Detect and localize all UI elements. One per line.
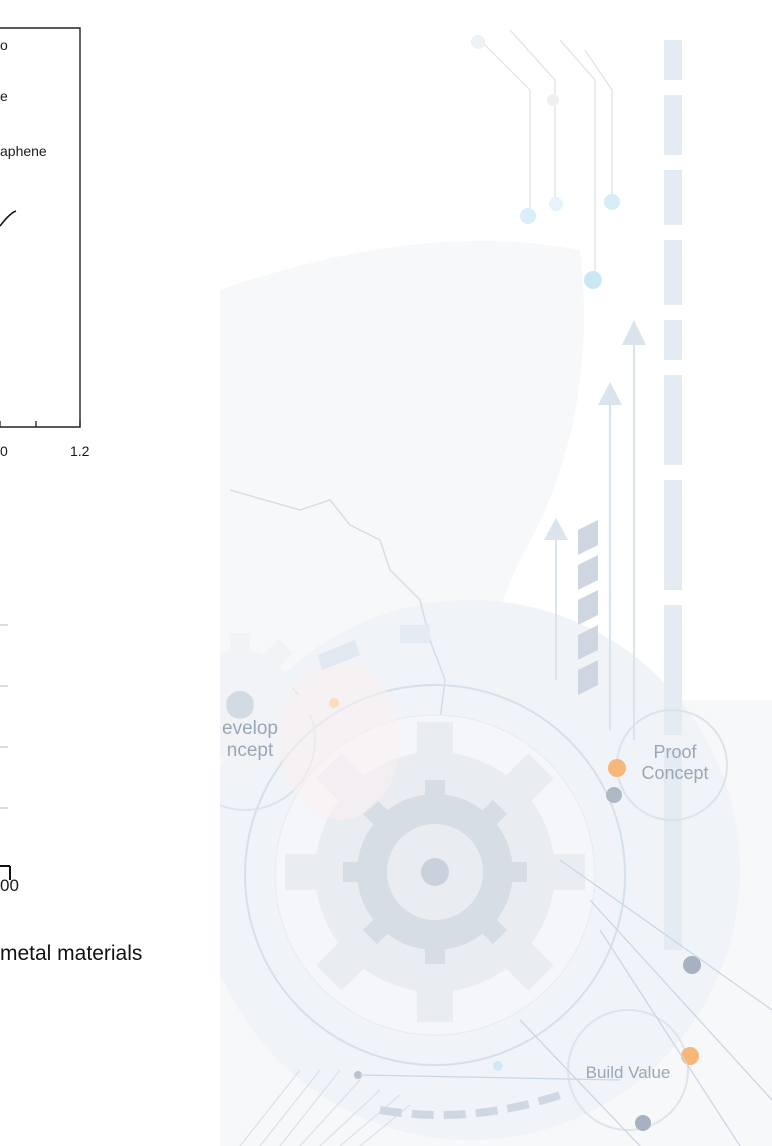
proof-concept-label: Proof Concept xyxy=(630,742,720,783)
pink-glow xyxy=(280,660,400,820)
center-gear xyxy=(285,722,585,1022)
proof-concept-line-1: Proof xyxy=(653,742,697,762)
lower-x-tick-label: 00 xyxy=(0,876,19,895)
upper-x-tick-label-1: 0 xyxy=(0,443,8,459)
legend-entry-3: aphene xyxy=(0,143,47,159)
blue-accent-block xyxy=(400,625,430,643)
bottom-arc-segments xyxy=(379,1091,562,1119)
figure-caption: metal materials xyxy=(0,942,143,965)
gray-dot-small xyxy=(354,1071,362,1079)
up-arrows xyxy=(544,320,646,740)
legend-entry-1: o xyxy=(0,37,8,53)
circuit-dots xyxy=(471,35,620,289)
center-ring-outer xyxy=(244,684,626,1066)
develop-concept-line-2: ncept xyxy=(226,739,274,761)
diagonal-stripes xyxy=(578,520,598,695)
right-dashed-bar xyxy=(664,40,682,950)
gray-dot-right xyxy=(683,956,701,974)
gray-dot-bottom xyxy=(635,1115,651,1131)
circuit-lines xyxy=(479,29,613,280)
orange-dot-build xyxy=(681,1047,699,1065)
build-value-label: Build Value xyxy=(568,1063,688,1083)
blue-accent-bars xyxy=(318,640,360,670)
lower-x-tick-fragment xyxy=(0,865,11,880)
figure-panel xyxy=(0,0,220,1072)
build-value-text: Build Value xyxy=(585,1063,671,1082)
proof-concept-line-2: Concept xyxy=(641,762,709,783)
develop-concept-label: evelop ncept xyxy=(210,718,290,762)
legend-entry-2: e xyxy=(0,88,8,104)
upper-x-tick-label-2: 1.2 xyxy=(70,443,90,459)
lower-plot-gridticks xyxy=(0,624,8,809)
gear-outline-large xyxy=(229,489,446,721)
upper-plot-frame xyxy=(0,27,81,428)
develop-concept-line-1: evelop xyxy=(222,718,278,739)
orange-dot-proof xyxy=(608,759,626,777)
radiating-lines xyxy=(359,859,772,1146)
upper-curve-fragment xyxy=(0,210,17,227)
blue-dot-bottom xyxy=(493,1061,503,1071)
gray-dot-proof xyxy=(606,787,622,803)
upper-x-ticks xyxy=(0,421,81,427)
